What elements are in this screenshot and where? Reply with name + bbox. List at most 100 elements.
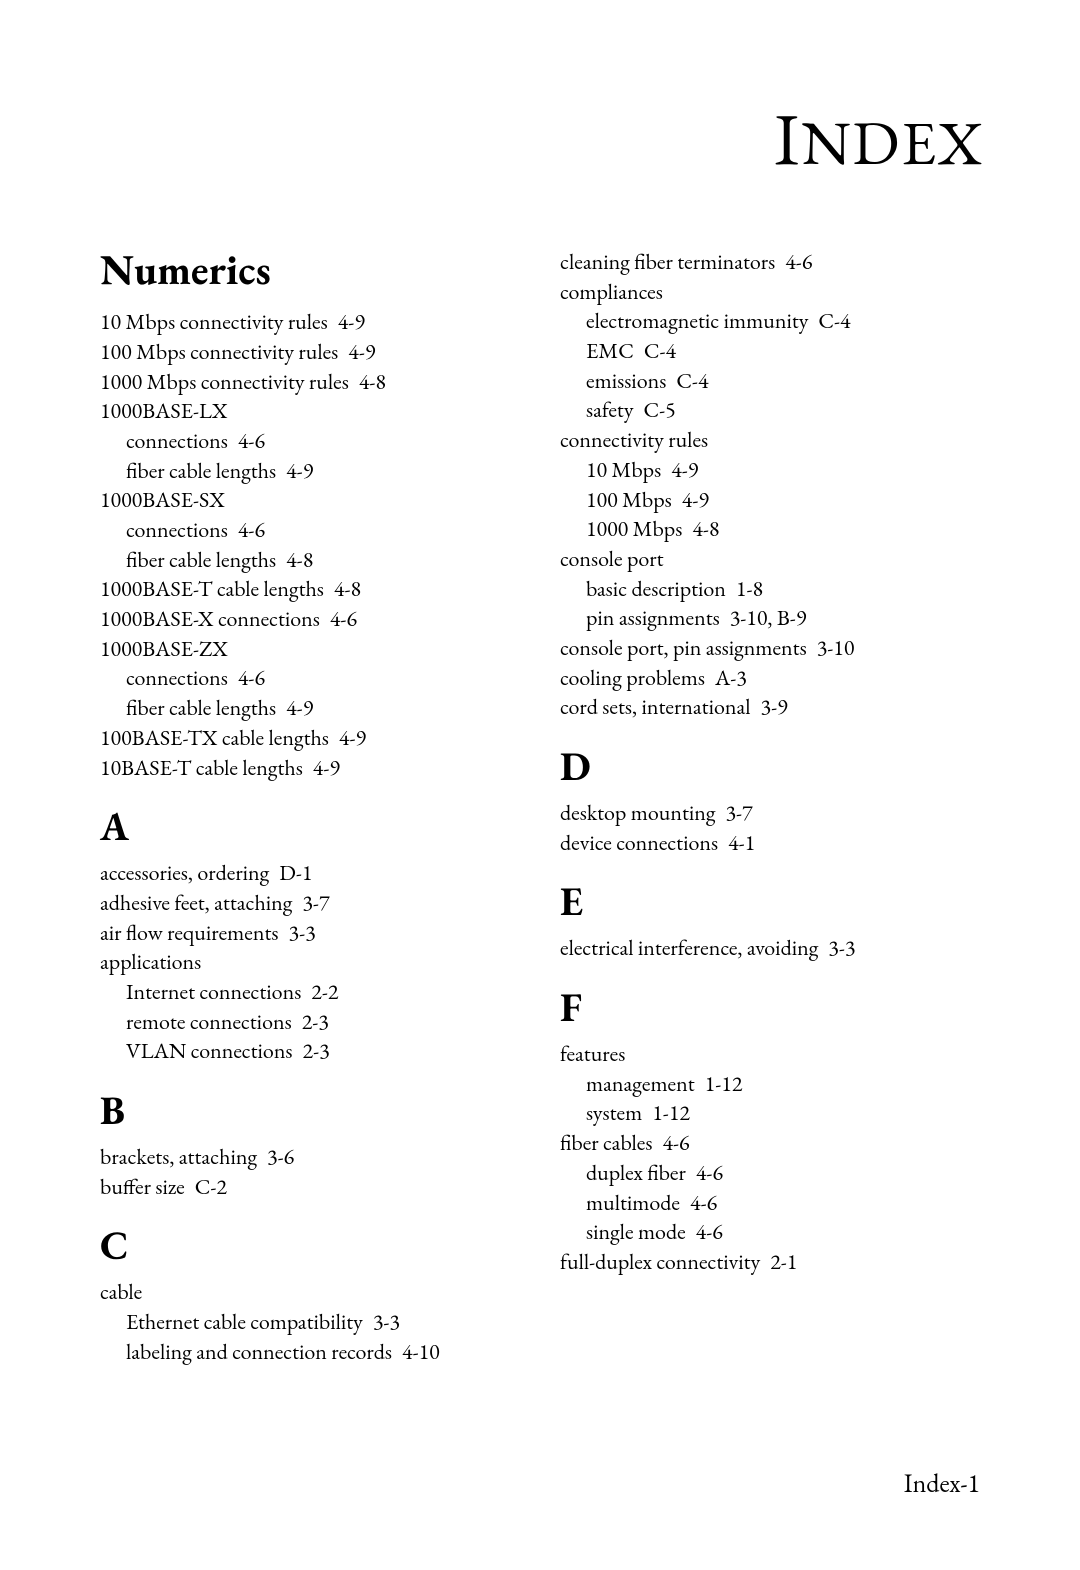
index-entry: adhesive feet, attaching3-7: [100, 888, 520, 918]
index-entry-text: labeling and connection records: [126, 1337, 392, 1366]
index-entry-text: system: [586, 1098, 642, 1127]
index-subentry: 1000 Mbps4-8: [560, 514, 980, 544]
index-entry-text: cord sets, international: [560, 692, 751, 721]
index-entry-text: connections: [126, 426, 228, 455]
index-entry-text: remote connections: [126, 1007, 292, 1036]
index-entry-page: 3-10, B-9: [730, 603, 807, 632]
index-entry: 1000BASE-X connections 4-6: [100, 604, 520, 634]
index-entry-page: 1-12: [705, 1069, 743, 1098]
index-subentry: connections4-6: [100, 515, 520, 545]
index-entry-text: Internet connections: [126, 977, 301, 1006]
index-entry-text: brackets, attaching: [100, 1142, 257, 1171]
index-subentry: fiber cable lengths4-9: [100, 693, 520, 723]
index-entry-text: emissions: [586, 366, 666, 395]
index-entry-page: 4-8: [359, 367, 386, 396]
index-entry-text: cleaning fiber terminators: [560, 247, 775, 276]
index-entry-page: 4-6: [696, 1158, 723, 1187]
index-entry-text: fiber cable lengths: [126, 456, 276, 485]
index-entry-text: compliances: [560, 277, 663, 306]
index-subentry: Internet connections2-2: [100, 977, 520, 1007]
index-entry-page: 4-6: [330, 604, 357, 633]
index-entry: connectivity rules: [560, 425, 980, 455]
index-subentry: 10 Mbps 4-9: [560, 455, 980, 485]
index-entry-text: fiber cable lengths: [126, 545, 276, 574]
index-entry-page: D-1: [279, 858, 312, 887]
index-subentry: management1-12: [560, 1069, 980, 1099]
index-entry: full-duplex connectivity2-1: [560, 1247, 980, 1277]
index-entry: cable: [100, 1277, 520, 1307]
index-subentry: connections4-6: [100, 663, 520, 693]
index-entry: console port: [560, 544, 980, 574]
index-entry-page: 4-6: [785, 247, 812, 276]
index-entry-page: 3-3: [828, 933, 855, 962]
index-entry-text: applications: [100, 947, 201, 976]
index-entry-page: C-4: [644, 336, 676, 365]
section-heading: D: [560, 744, 980, 788]
index-entry: 10BASE-T cable lengths4-9: [100, 753, 520, 783]
index-entry: 1000BASE-LX: [100, 396, 520, 426]
index-entry-page: A-3: [715, 663, 747, 692]
index-entry-text: device connections: [560, 828, 718, 857]
index-entry-text: 1000BASE-T cable lengths: [100, 574, 324, 603]
index-entry-page: 4-6: [238, 426, 265, 455]
index-subentry: Ethernet cable compatibility 3-3: [100, 1307, 520, 1337]
index-entry-page: 4-6: [690, 1188, 717, 1217]
index-entry-text: electromagnetic immunity: [586, 306, 808, 335]
index-entry-text: full-duplex connectivity: [560, 1247, 760, 1276]
index-entry: device connections4-1: [560, 828, 980, 858]
index-entry-page: 4-9: [313, 753, 340, 782]
index-entry-page: 2-3: [303, 1036, 330, 1065]
index-entry-text: 10 Mbps: [586, 455, 661, 484]
index-entry: 1000BASE-T cable lengths4-8: [100, 574, 520, 604]
index-entry: cleaning fiber terminators 4-6: [560, 247, 980, 277]
section-heading: E: [560, 879, 980, 923]
index-entry: buffer sizeC-2: [100, 1172, 520, 1202]
index-entry: desktop mounting3-7: [560, 798, 980, 828]
index-entry-text: EMC: [586, 336, 634, 365]
index-entry: features: [560, 1039, 980, 1069]
index-entry-text: 100 Mbps: [586, 485, 672, 514]
index-entry-text: electrical interference, avoiding: [560, 933, 818, 962]
index-entry-text: desktop mounting: [560, 798, 715, 827]
index-entry-page: 3-3: [373, 1307, 400, 1336]
index-entry-text: adhesive feet, attaching: [100, 888, 292, 917]
index-entry: 1000 Mbps connectivity rules 4-8: [100, 367, 520, 397]
index-entry-text: fiber cable lengths: [126, 693, 276, 722]
index-entry-page: 4-6: [238, 515, 265, 544]
index-entry: cooling problems A-3: [560, 663, 980, 693]
index-entry-page: 1-8: [736, 574, 763, 603]
index-entry-text: fiber cables: [560, 1128, 652, 1157]
index-entry-text: console port: [560, 544, 664, 573]
index-entry-text: safety: [586, 395, 633, 424]
index-entry-page: C-4: [676, 366, 708, 395]
index-entry-text: cooling problems: [560, 663, 705, 692]
section-heading: C: [100, 1223, 520, 1267]
index-entry-page: 4-10: [402, 1337, 440, 1366]
index-subentry: system1-12: [560, 1098, 980, 1128]
index-entry: 10 Mbps connectivity rules 4-9: [100, 307, 520, 337]
index-subentry: fiber cable lengths4-8: [100, 545, 520, 575]
index-entry-page: 4-9: [338, 307, 365, 336]
index-subentry: single mode4-6: [560, 1217, 980, 1247]
index-entry-text: 10 Mbps connectivity rules: [100, 307, 328, 336]
index-entry-text: 1000 Mbps: [586, 514, 682, 543]
index-entry-text: duplex fiber: [586, 1158, 686, 1187]
index-entry-text: 100BASE-TX cable lengths: [100, 723, 329, 752]
index-entry-page: C-5: [643, 395, 675, 424]
index-entry-text: pin assignments: [586, 603, 720, 632]
index-entry-page: 4-6: [696, 1217, 723, 1246]
index-entry-page: 4-9: [671, 455, 698, 484]
index-entry-text: 1000BASE-X connections: [100, 604, 320, 633]
index-entry-text: 1000 Mbps connectivity rules: [100, 367, 349, 396]
index-entry-page: 3-10: [817, 633, 855, 662]
index-subentry: VLAN connections2-3: [100, 1036, 520, 1066]
index-subentry: connections 4-6: [100, 426, 520, 456]
index-entry: brackets, attaching 3-6: [100, 1142, 520, 1172]
index-entry-page: 4-9: [339, 723, 366, 752]
index-entry-text: Ethernet cable compatibility: [126, 1307, 363, 1336]
index-entry-text: connections: [126, 663, 228, 692]
index-page: INDEX Numerics10 Mbps connectivity rules…: [0, 0, 1080, 1570]
index-entry-page: 3-6: [267, 1142, 294, 1171]
section-heading: Numerics: [100, 247, 520, 293]
index-entry: 100 Mbps connectivity rules4-9: [100, 337, 520, 367]
